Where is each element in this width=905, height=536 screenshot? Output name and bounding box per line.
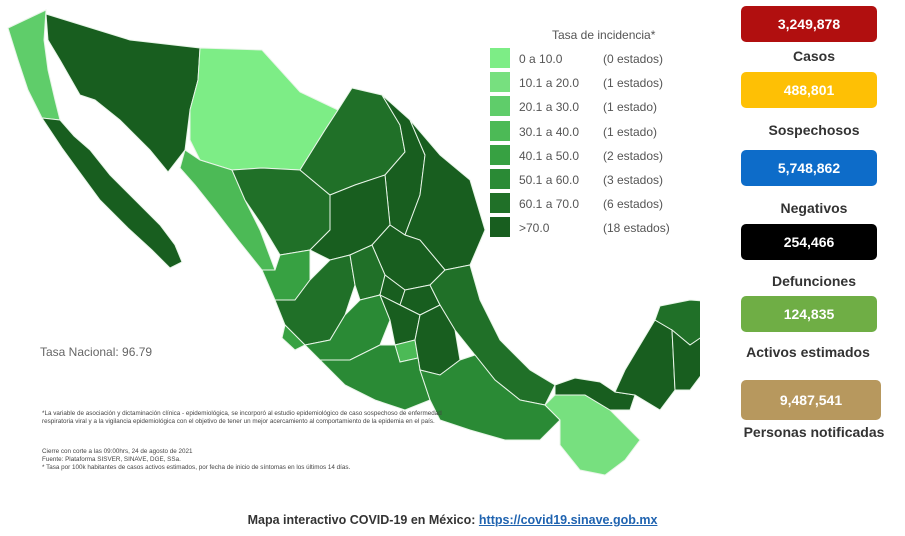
legend-range: 20.1 a 30.0 [519,100,580,115]
negativos-label: Negativos [780,200,848,216]
legend-count: (1 estado) [603,100,658,115]
legend-count: (6 estados) [603,197,664,212]
footnote-source: Fuente: Plataforma SISVER, SINAVE, DGE, … [42,456,181,464]
national-rate: Tasa Nacional: 96.79 [40,345,153,359]
legend-range: 60.1 a 70.0 [519,197,580,212]
legend-range: 30.1 a 40.0 [519,124,580,139]
legend-range: 50.1 a 60.0 [519,172,580,187]
footnote-cutoff: Cierre con corte a las 09:00hrs, 24 de a… [42,448,193,455]
legend-row: 20.1 a 30.0 (1 estado) [490,94,690,118]
legend-row: 30.1 a 40.0 (1 estado) [490,119,690,143]
notificadas-box: 9,487,541 [741,380,881,420]
legend-row: 60.1 a 70.0 (6 estados) [490,191,690,215]
legend-count: (3 estados) [603,172,664,187]
legend-range: 0 a 10.0 [519,52,563,66]
legend-title: Tasa de incidencia* [552,28,656,42]
legend-swatch [490,120,510,141]
legend-row: 50.1 a 60.0 (3 estados) [490,167,690,191]
legend-count: (0 estados) [603,52,664,66]
state-guerrero [318,344,431,411]
mexico-incidence-map [7,9,700,476]
state-baja-california-sur [40,117,183,269]
legend-swatch [490,96,510,117]
legend-row: 0 a 10.0 (0 estados) [490,46,690,70]
sospechosos-label: Sospechosos [768,122,860,138]
legend-count: (1 estado) [603,124,658,139]
casos-box: 3,249,878 [741,6,877,42]
footnote-sources: Cierre con corte a las 09:00hrs, 24 de a… [42,448,442,473]
activos-label: Activos estimados [746,344,870,360]
state-baja-california [7,9,61,121]
covid-map-link[interactable]: https://covid19.sinave.gob.mx [478,513,658,527]
legend-row: 40.1 a 50.0 (2 estados) [490,143,690,167]
defunciones-box: 254,466 [741,224,877,260]
state-quintana-roo [671,328,700,391]
casos-label: Casos [792,48,836,64]
legend-swatch [490,72,510,93]
negativos-box: 5,748,862 [741,150,877,186]
footer: Mapa interactivo COVID-19 en México: htt… [0,513,905,527]
defunciones-label: Defunciones [771,273,856,289]
legend-count: (1 estados) [603,76,664,91]
activos-box: 124,835 [741,296,877,332]
legend-swatch [490,168,510,189]
legend-row: 10.1 a 20.0 (1 estados) [490,70,690,94]
legend-count: (2 estados) [603,148,664,163]
legend-row: >70.0 (18 estados) [490,215,690,239]
legend-count: (18 estados) [603,221,670,236]
legend-swatch [490,48,510,68]
state-tabasco [554,377,636,411]
notificadas-label: Personas notificadas [743,424,885,440]
legend-range: 10.1 a 20.0 [519,76,580,91]
legend-range: >70.0 [519,221,550,236]
footer-text: Mapa interactivo COVID-19 en México: [247,513,476,527]
sospechosos-box: 488,801 [741,72,877,108]
legend-swatch [490,217,510,238]
state-colima [281,324,306,351]
legend-swatch [490,193,510,214]
incidence-legend: Tasa de incidencia* 0 a 10.0 (0 estados) 1… [490,28,690,240]
legend-range: 40.1 a 50.0 [519,148,580,163]
footnote-association: *La variable de asociación y dictaminaci… [42,410,442,426]
footnote-rate: * Tasa por 100k habitantes de casos acti… [42,464,351,472]
legend-swatch [490,144,510,165]
